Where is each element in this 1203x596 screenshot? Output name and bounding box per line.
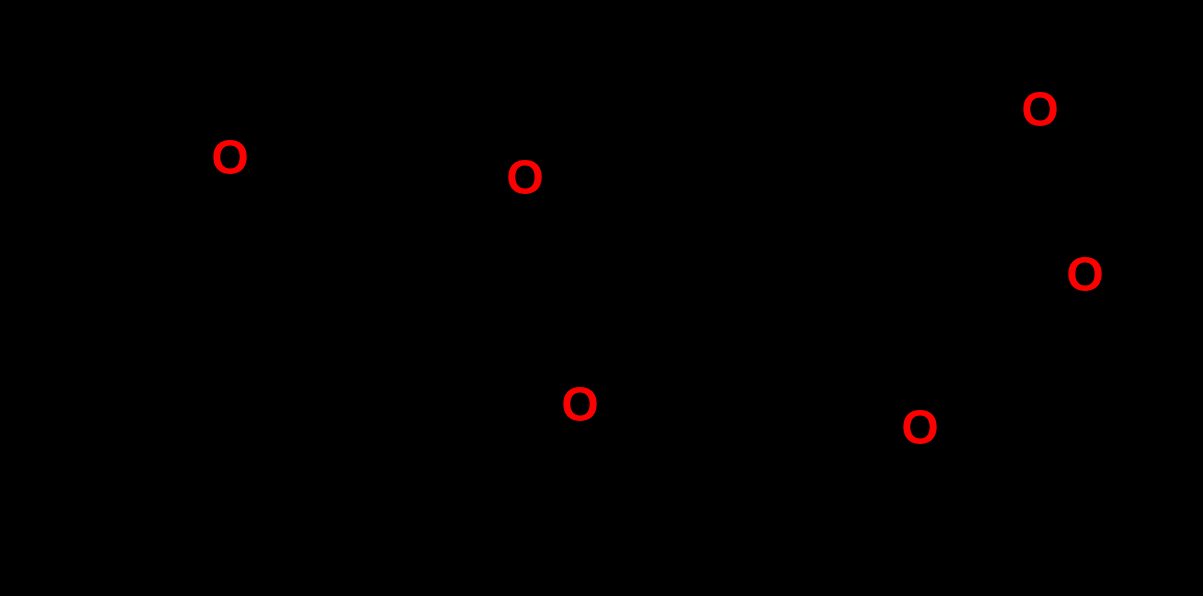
atom-label-o: O xyxy=(901,402,938,455)
atom-label-o: O xyxy=(1021,84,1058,137)
atom-label-o: O xyxy=(1066,249,1103,302)
bond xyxy=(950,429,1018,430)
atom-label-o: O xyxy=(506,152,543,205)
atom-label-o: O xyxy=(211,132,248,185)
molecule-diagram: O O O O O O xyxy=(0,0,1203,596)
atom-label-o: O xyxy=(561,379,598,432)
